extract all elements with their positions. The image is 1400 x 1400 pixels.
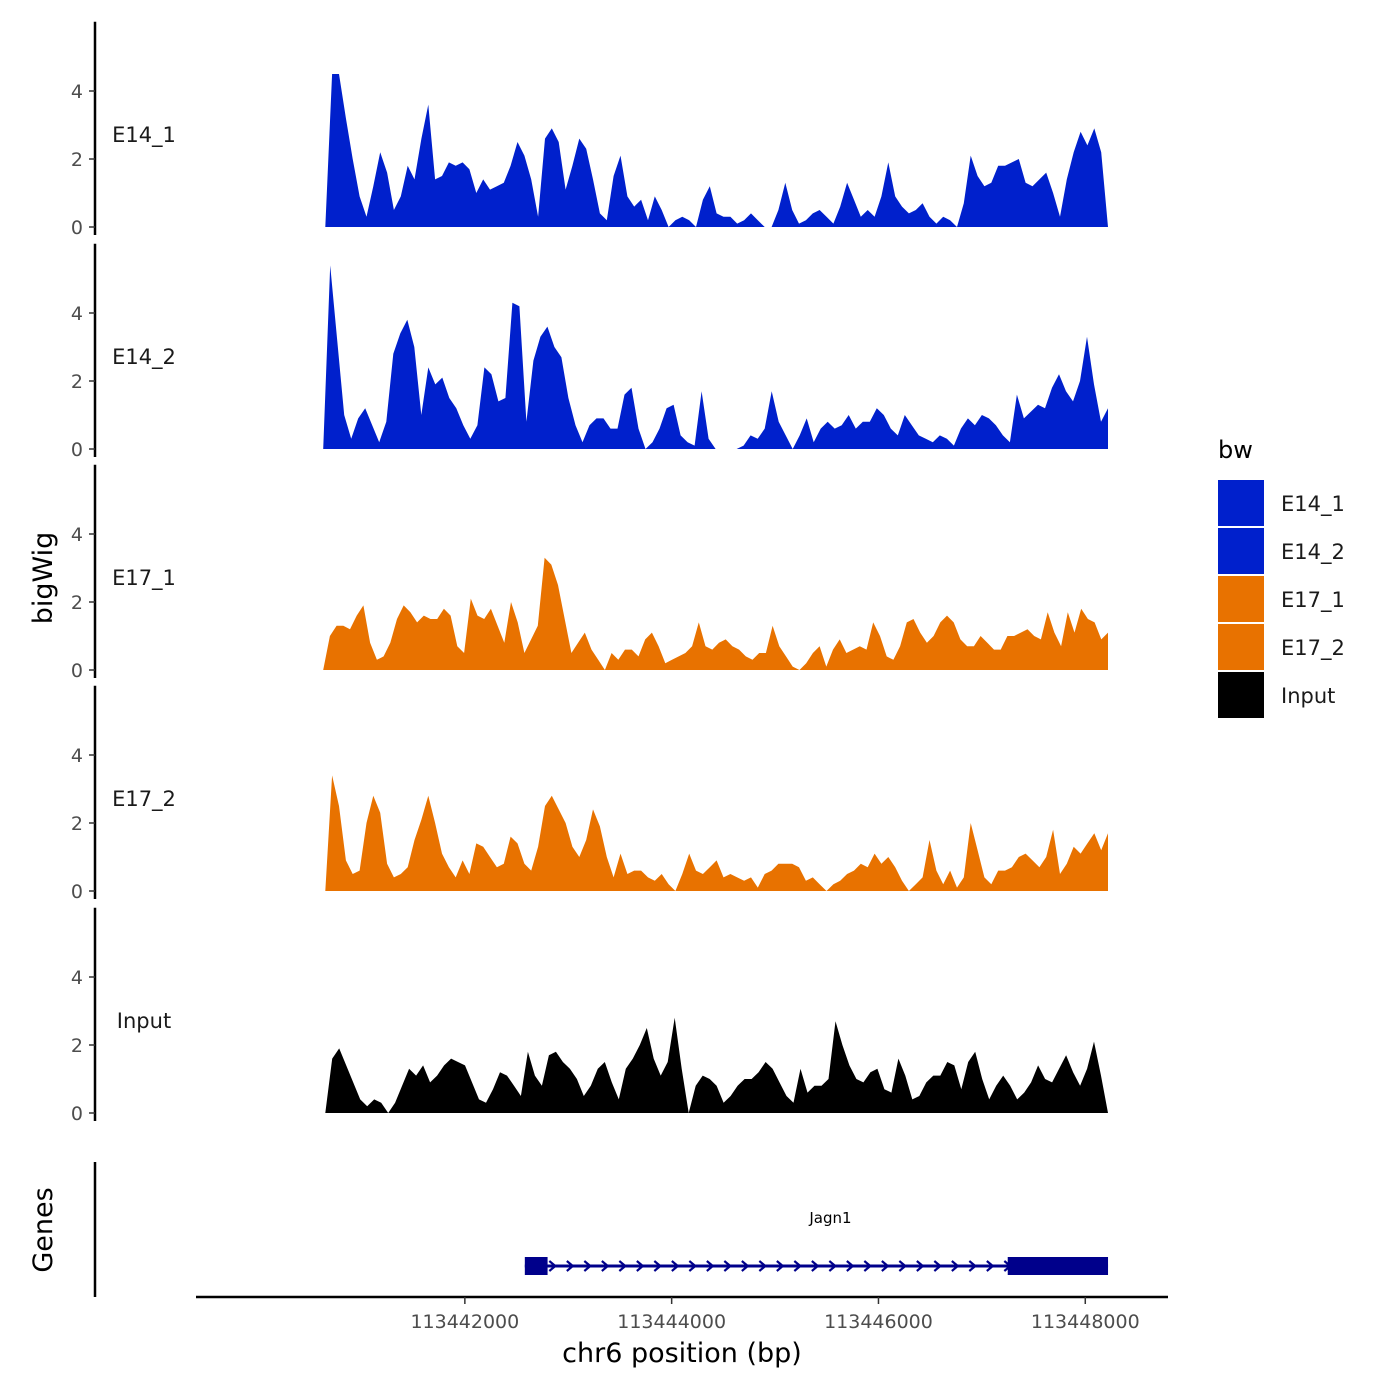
legend-key	[1218, 480, 1264, 526]
track-E14_2: 0 2 4 E14_2	[71, 243, 1108, 461]
y-tick-label: 4	[71, 745, 83, 767]
track-Input: 0 2 4 Input	[71, 907, 1108, 1125]
x-axis: 113442000 113444000 113446000 113448000	[196, 1295, 1168, 1333]
coverage-area-E17_2	[325, 775, 1108, 891]
y-tick-label: 0	[71, 1103, 83, 1125]
track-label: E17_1	[112, 566, 176, 591]
track-E14_1: 0 2 4 E14_1	[71, 21, 1108, 239]
strand-arrow	[811, 1260, 820, 1272]
strand-arrow	[601, 1260, 610, 1272]
coverage-area-E17_1	[323, 557, 1108, 670]
strand-arrow	[968, 1260, 978, 1272]
legend-item-E14_2: E14_2	[1218, 528, 1345, 574]
legend-label: E14_2	[1281, 540, 1345, 565]
x-axis-title: chr6 position (bp)	[562, 1338, 802, 1369]
y-tick-label: 0	[71, 439, 83, 461]
y-tick-label: 4	[71, 524, 83, 546]
strand-arrow	[793, 1260, 803, 1272]
strand-arrow	[548, 1260, 558, 1272]
genes-axis-title: Genes	[28, 1187, 59, 1272]
strand-arrow	[846, 1260, 855, 1272]
y-tick-label: 0	[71, 660, 83, 682]
strand-arrow	[916, 1260, 925, 1272]
legend-title: bw	[1218, 436, 1253, 464]
strand-arrow	[741, 1260, 750, 1272]
y-tick-label: 2	[71, 592, 83, 614]
y-tick-label: 2	[71, 149, 83, 171]
gene-label: Jagn1	[808, 1209, 851, 1227]
legend-item-E14_1: E14_1	[1218, 480, 1345, 526]
track-label: E17_2	[112, 787, 176, 812]
strand-arrow	[583, 1260, 593, 1272]
strand-arrow	[986, 1260, 995, 1272]
y-tick-label: 4	[71, 303, 83, 325]
y-tick-label: 4	[71, 81, 83, 103]
gene-exon	[1007, 1257, 1109, 1275]
track-label: Input	[117, 1009, 171, 1033]
legend-label: E14_1	[1281, 492, 1345, 517]
strand-arrow	[706, 1260, 715, 1272]
strand-arrow	[758, 1260, 768, 1272]
legend-label: E17_1	[1281, 588, 1345, 613]
strand-arrow	[776, 1260, 785, 1272]
y-tick-label: 2	[71, 813, 83, 835]
strand-arrow	[933, 1260, 943, 1272]
strand-arrow	[951, 1260, 960, 1272]
strand-arrow	[881, 1260, 890, 1272]
strand-arrow	[723, 1260, 733, 1272]
legend-items: E14_1 E14_2 E17_1 E17_2 Input	[1218, 480, 1345, 718]
x-tick-label: 113442000	[410, 1311, 519, 1333]
y-tick-label: 4	[71, 967, 83, 989]
gene-exon	[524, 1257, 548, 1275]
legend-label: Input	[1281, 684, 1335, 708]
coverage-area-Input	[325, 1017, 1108, 1113]
y-tick-label: 2	[71, 371, 83, 393]
legend-key	[1218, 624, 1264, 670]
track-label: E14_2	[112, 345, 176, 370]
strand-arrow	[618, 1260, 628, 1272]
legend-item-E17_2: E17_2	[1218, 624, 1345, 670]
legend-key	[1218, 576, 1264, 622]
coverage-area-E14_1	[325, 74, 1108, 227]
strand-arrow	[566, 1260, 575, 1272]
strand-arrow	[671, 1260, 680, 1272]
legend-key	[1218, 672, 1264, 718]
legend: bw E14_1 E14_2 E17_1 E17_2 Input	[1218, 436, 1345, 718]
y-tick-label: 0	[71, 881, 83, 903]
genes-panel: Jagn1	[93, 1162, 1109, 1297]
track-E17_1: 0 2 4 E17_1	[71, 464, 1108, 682]
legend-label: E17_2	[1281, 636, 1345, 661]
legend-item-Input: Input	[1218, 672, 1335, 718]
strand-arrow	[898, 1260, 908, 1272]
x-tick-label: 113444000	[617, 1311, 726, 1333]
strand-arrow	[653, 1260, 663, 1272]
x-tick-label: 113446000	[824, 1311, 933, 1333]
track-E17_2: 0 2 4 E17_2	[71, 685, 1108, 903]
track-label: E14_1	[112, 123, 176, 148]
gene-Jagn1: Jagn1	[524, 1209, 1109, 1275]
legend-key	[1218, 528, 1264, 574]
strand-arrow	[636, 1260, 645, 1272]
x-tick-label: 113448000	[1031, 1311, 1140, 1333]
coverage-area-E14_2	[323, 265, 1108, 449]
coverage-tracks: 0 2 4 E14_1 0 2 4 E14_2 0 2 4 E17_1 0 2 4 E17_2 0 2 4 Input	[71, 21, 1108, 1125]
strand-arrow	[688, 1260, 698, 1272]
strand-arrow	[828, 1260, 838, 1272]
y-axis-title: bigWig	[28, 532, 59, 625]
legend-item-E17_1: E17_1	[1218, 576, 1345, 622]
y-tick-label: 2	[71, 1035, 83, 1057]
strand-arrow	[863, 1260, 873, 1272]
y-tick-label: 0	[71, 217, 83, 239]
